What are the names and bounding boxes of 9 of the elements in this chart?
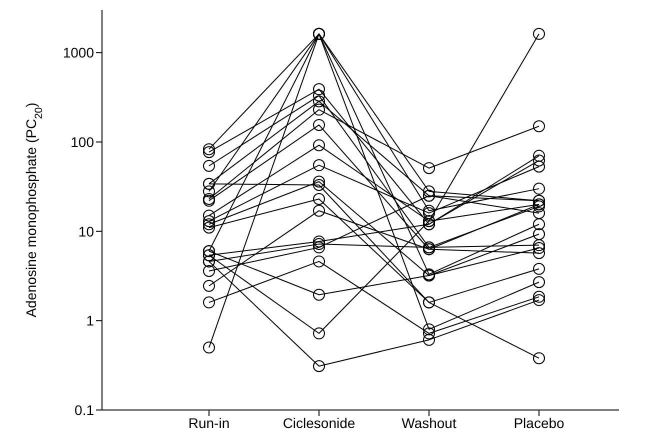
y-tick-label: 1000 [62, 44, 94, 61]
y-tick-label: 100 [70, 134, 94, 150]
y-tick-label: 10 [78, 223, 94, 240]
x-tick-label: Run-in [188, 414, 230, 431]
y-tick-label: 0.1 [74, 402, 94, 418]
y-tick-label: 1 [86, 312, 94, 329]
x-tick-label: Washout [402, 414, 456, 431]
x-tick-label: Placebo [514, 414, 565, 431]
x-tick-label: Ciclesonide [282, 414, 356, 431]
